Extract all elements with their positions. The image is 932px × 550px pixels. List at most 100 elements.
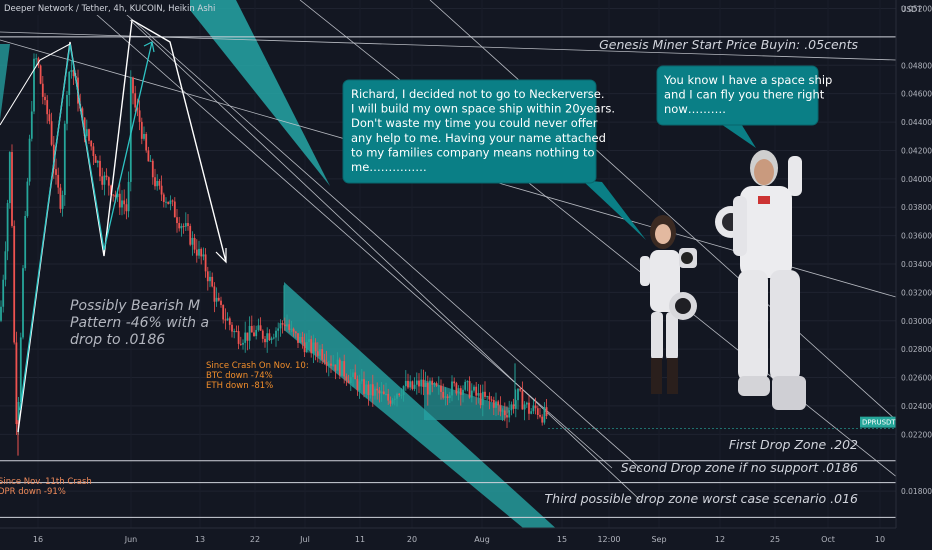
candle-body — [429, 380, 431, 395]
candle-body — [374, 388, 376, 396]
candle-body — [35, 58, 38, 60]
candle-body — [206, 271, 209, 282]
y-tick-label: 0.01800 — [901, 487, 932, 496]
candle-body — [121, 200, 123, 208]
candle-body — [0, 306, 2, 321]
candle-body — [378, 390, 381, 394]
candle-body — [521, 390, 524, 410]
candle-body — [156, 180, 159, 187]
candle-body — [8, 152, 11, 204]
since-nov-label: Since Nov. 11th Crash DPR down -91% — [0, 477, 92, 497]
x-tick-label: 20 — [407, 535, 417, 544]
candle-body — [424, 382, 427, 387]
candle-body — [486, 396, 489, 398]
candle-body — [253, 332, 255, 337]
candle-body — [83, 117, 86, 137]
candle-body — [277, 328, 280, 331]
first-zone-label: First Drop Zone .202 — [729, 437, 858, 452]
candle-body — [125, 204, 128, 212]
candle-body — [158, 180, 161, 186]
candle-body — [330, 363, 332, 366]
candle-body — [488, 396, 491, 400]
x-tick-label: 25 — [770, 535, 780, 544]
candle-body — [15, 342, 18, 425]
candle-body — [173, 201, 176, 218]
candle-body — [52, 144, 55, 170]
candle-body — [275, 330, 277, 338]
candle-body — [541, 416, 544, 423]
symbol-line: Deeper Network / Tether, 4h, KUCOIN, Hei… — [4, 4, 215, 14]
candle-body — [292, 328, 295, 332]
candle-body — [345, 376, 348, 381]
candle-body — [314, 342, 317, 352]
candle-body — [149, 160, 152, 162]
y-axis: 0.05200 0.04800 0.04600 0.04400 0.04200 0.040… — [901, 5, 932, 497]
candle-body — [246, 332, 249, 341]
candle-body — [30, 111, 33, 139]
candle-body — [464, 381, 467, 390]
candle-body — [105, 175, 108, 178]
candle-body — [61, 195, 64, 209]
candle-body — [477, 393, 480, 396]
candle-body — [448, 395, 451, 399]
candle-body — [231, 324, 233, 332]
bearish-m-label: Possibly Bearish M Pattern -46% with a dro… — [70, 298, 209, 348]
candle-body — [281, 323, 284, 325]
candle-body — [96, 160, 99, 163]
candle-body — [2, 279, 5, 307]
candle-body — [57, 174, 60, 188]
candle-body — [138, 110, 141, 122]
candle-body — [26, 181, 29, 216]
candle-body — [279, 323, 282, 329]
candle-body — [393, 398, 396, 400]
candle-body — [475, 386, 478, 396]
candle-body — [6, 203, 9, 252]
teal-fill-top — [182, 0, 330, 186]
candle-body — [523, 404, 526, 410]
candle-body — [389, 400, 392, 404]
x-axis: 16 Jun 13 22 Jul 11 20 Aug 15 12:00 Sep 12 25 Oct 10 — [33, 535, 885, 544]
candle-body — [308, 339, 310, 343]
candle-body — [418, 380, 420, 387]
candle-body — [343, 361, 346, 377]
candle-body — [268, 333, 271, 341]
candle-body — [404, 380, 407, 387]
candle-body — [446, 396, 449, 399]
candle-body — [127, 181, 130, 212]
candle-body — [444, 396, 447, 398]
candle-body — [92, 146, 95, 156]
candle-body — [451, 381, 453, 396]
teal-fill-left — [0, 44, 10, 120]
candle-body — [233, 331, 236, 333]
candle-body — [81, 108, 84, 118]
y-axis-bg — [896, 0, 932, 550]
candle-body — [501, 410, 504, 412]
candle-body — [189, 226, 192, 245]
candle-body — [539, 414, 541, 417]
candle-body — [193, 237, 196, 250]
candle-body — [297, 333, 299, 343]
candle-body — [261, 330, 264, 339]
y-tick-label: 0.05200 — [901, 5, 932, 14]
x-tick-label: Jun — [124, 535, 138, 544]
candle-body — [352, 372, 354, 378]
m-pattern-lines — [0, 18, 227, 433]
candle-body — [336, 359, 339, 371]
candle-body — [220, 300, 222, 305]
x-tick-label: Aug — [474, 535, 490, 544]
candle-body — [250, 325, 253, 333]
candle-body — [301, 336, 304, 343]
candle-body — [101, 176, 104, 185]
candle-body — [338, 359, 341, 376]
candle-body — [248, 325, 251, 341]
candle-body — [228, 318, 231, 325]
candle-body — [495, 401, 497, 408]
candle-body — [347, 380, 350, 384]
candle-body — [510, 404, 513, 411]
candle-body — [169, 200, 172, 204]
candle-body — [134, 93, 137, 108]
candle-body — [358, 381, 361, 391]
candle-body — [499, 405, 502, 412]
